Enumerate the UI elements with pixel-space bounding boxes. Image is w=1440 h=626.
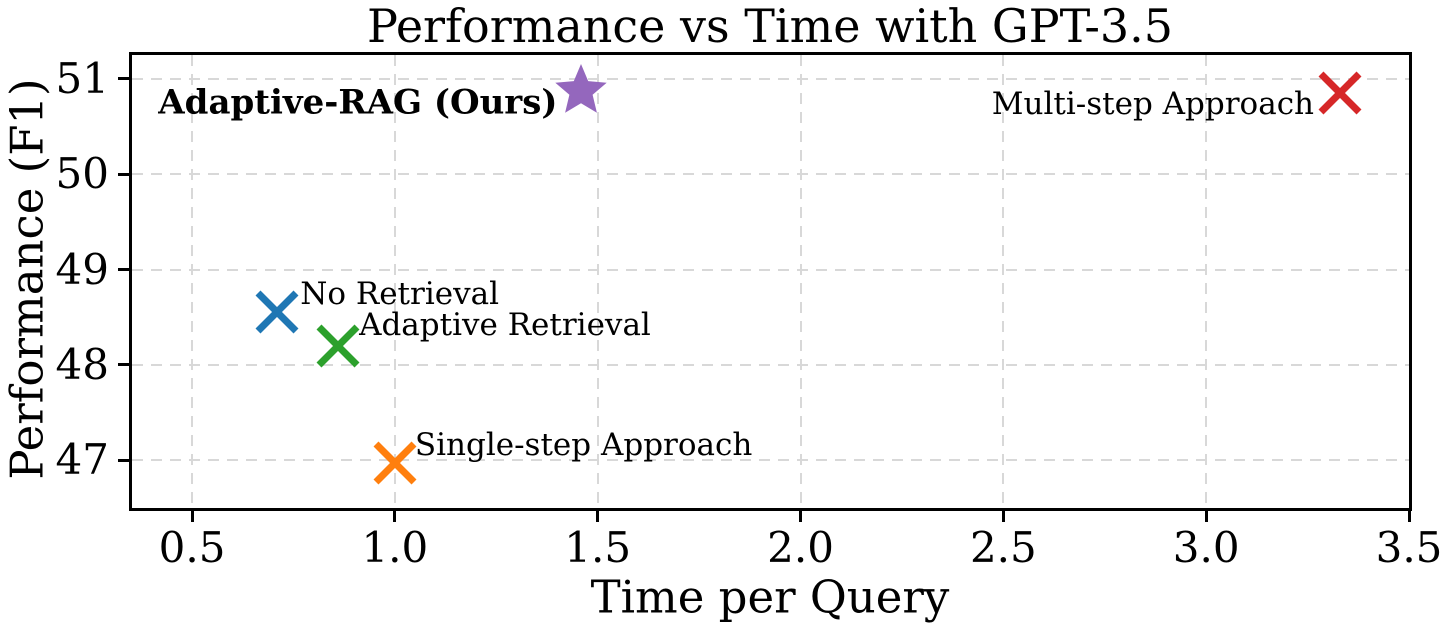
data-point-label: Multi-step Approach <box>991 86 1315 123</box>
x-tick-label: 1.5 <box>564 523 632 572</box>
chart-title: Performance vs Time with GPT-3.5 <box>366 0 1174 53</box>
y-axis-tick <box>118 458 129 462</box>
vertical-gridline <box>596 55 599 508</box>
x-axis-tick <box>1204 511 1208 522</box>
data-point-label: Single-step Approach <box>414 427 753 464</box>
data-point <box>373 441 417 485</box>
data-point <box>255 290 299 334</box>
data-point <box>1318 71 1362 115</box>
star-icon <box>555 64 608 114</box>
x-marker-icon <box>316 324 360 368</box>
data-point <box>552 62 610 120</box>
y-tick-label: 51 <box>55 53 109 103</box>
horizontal-gridline <box>132 173 1409 176</box>
y-axis-tick <box>118 268 129 272</box>
y-axis-tick <box>118 172 129 176</box>
vertical-gridline <box>1205 55 1208 508</box>
y-axis-tick <box>118 77 129 81</box>
y-tick-label: 50 <box>55 149 109 199</box>
x-axis-tick <box>190 511 194 522</box>
x-tick-label: 3.0 <box>1172 523 1240 572</box>
x-tick-label: 2.5 <box>969 523 1037 572</box>
x-marker-icon <box>373 441 417 485</box>
x-tick-label: 2.0 <box>767 523 834 572</box>
horizontal-gridline <box>132 459 1409 462</box>
x-axis-tick <box>393 511 397 522</box>
horizontal-gridline <box>132 363 1409 366</box>
horizontal-gridline <box>132 77 1409 80</box>
y-axis-label: Performance (F1) <box>0 78 54 480</box>
vertical-gridline <box>393 55 396 508</box>
y-tick-label: 49 <box>55 244 109 294</box>
x-marker-icon <box>255 291 299 334</box>
vertical-gridline <box>191 55 194 508</box>
x-axis-tick <box>1407 511 1411 522</box>
vertical-gridline <box>799 55 802 508</box>
data-point <box>316 324 360 368</box>
plot-area: 0.5 1.0 1.5 2.0 2.5 3.0 3.5 47 48 49 50 51 Adaptive-… <box>56 52 1440 569</box>
y-tick-label: 48 <box>55 339 109 389</box>
x-axis-tick <box>799 511 803 522</box>
vertical-gridline <box>1002 55 1005 508</box>
data-point-label: Adaptive Retrieval <box>359 306 651 343</box>
x-tick-label: 0.5 <box>158 523 226 572</box>
y-tick-label: 47 <box>55 435 109 485</box>
y-axis-tick <box>118 363 129 367</box>
x-tick-label: 3.5 <box>1375 523 1440 572</box>
data-point-label: Adaptive-RAG (Ours) <box>158 82 558 123</box>
data-point-label: No Retrieval <box>300 276 499 313</box>
x-marker-icon <box>1318 71 1362 115</box>
x-axis-tick <box>596 511 600 522</box>
horizontal-gridline <box>132 268 1409 271</box>
x-tick-label: 1.0 <box>361 523 429 572</box>
x-axis-tick <box>1001 511 1005 522</box>
x-axis-label: Time per Query <box>590 570 950 624</box>
